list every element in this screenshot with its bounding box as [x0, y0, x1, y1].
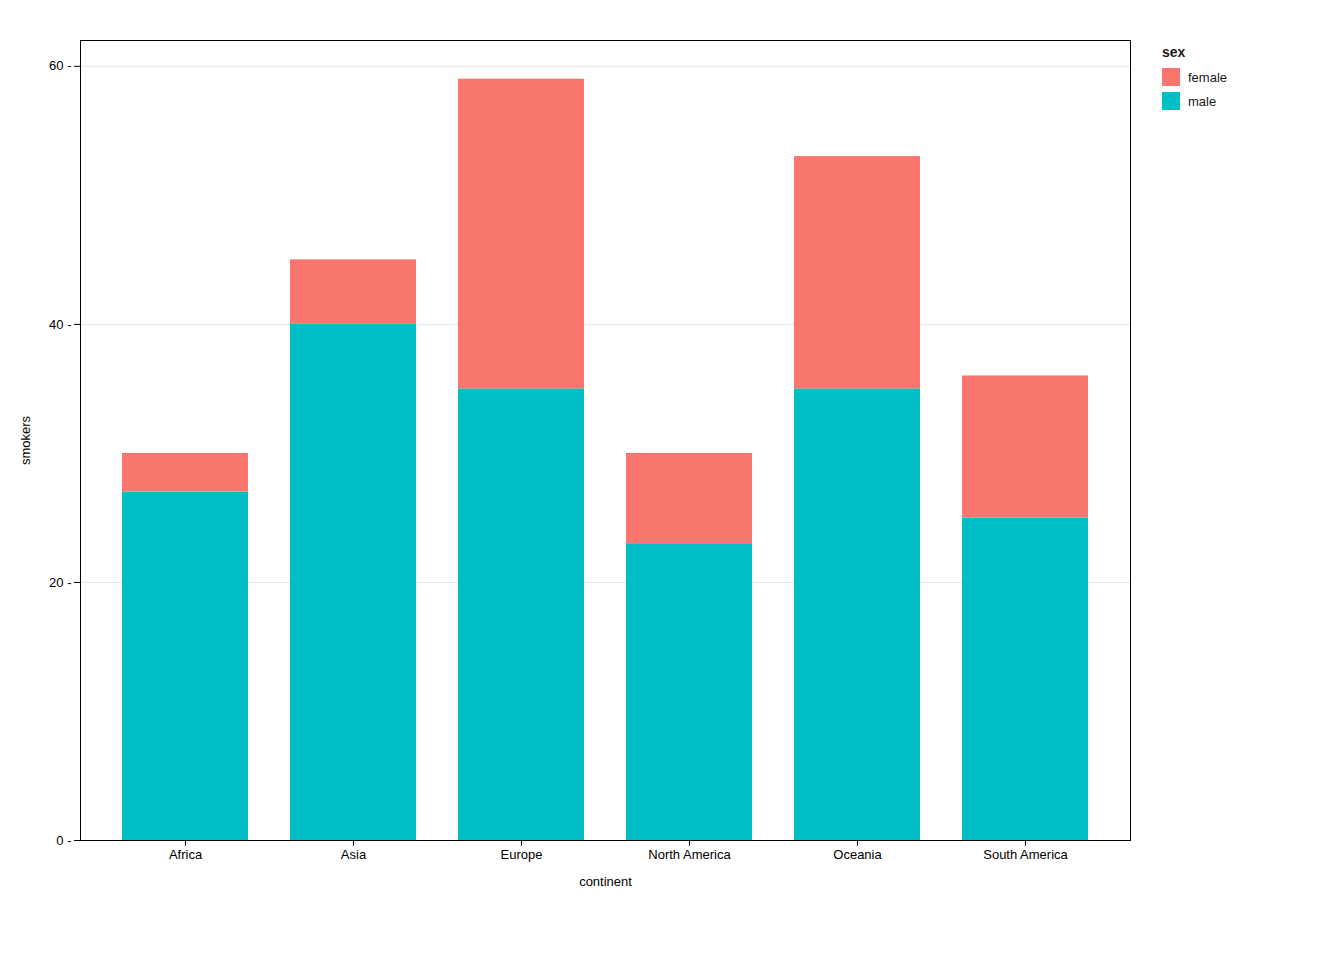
svg-text:smokers: smokers: [18, 415, 33, 465]
svg-text:20 -: 20 -: [49, 575, 71, 590]
html-text:female: female: [1188, 69, 1227, 85]
svg-text:0 -: 0 -: [56, 833, 71, 848]
html-text:sex: sex: [1162, 44, 1186, 60]
svg-text:North America: North America: [648, 847, 731, 862]
svg-text:continent: continent: [579, 874, 632, 889]
svg-text:40 -: 40 -: [49, 317, 71, 332]
svg-text:Oceania: Oceania: [833, 847, 882, 862]
svg-text:60 -: 60 -: [49, 58, 71, 73]
svg-text:Africa: Africa: [169, 847, 203, 862]
svg-text:South America: South America: [983, 847, 1068, 862]
svg-text:Asia: Asia: [341, 847, 367, 862]
svg-text:Europe: Europe: [501, 847, 543, 862]
html-text:male: male: [1188, 93, 1217, 109]
